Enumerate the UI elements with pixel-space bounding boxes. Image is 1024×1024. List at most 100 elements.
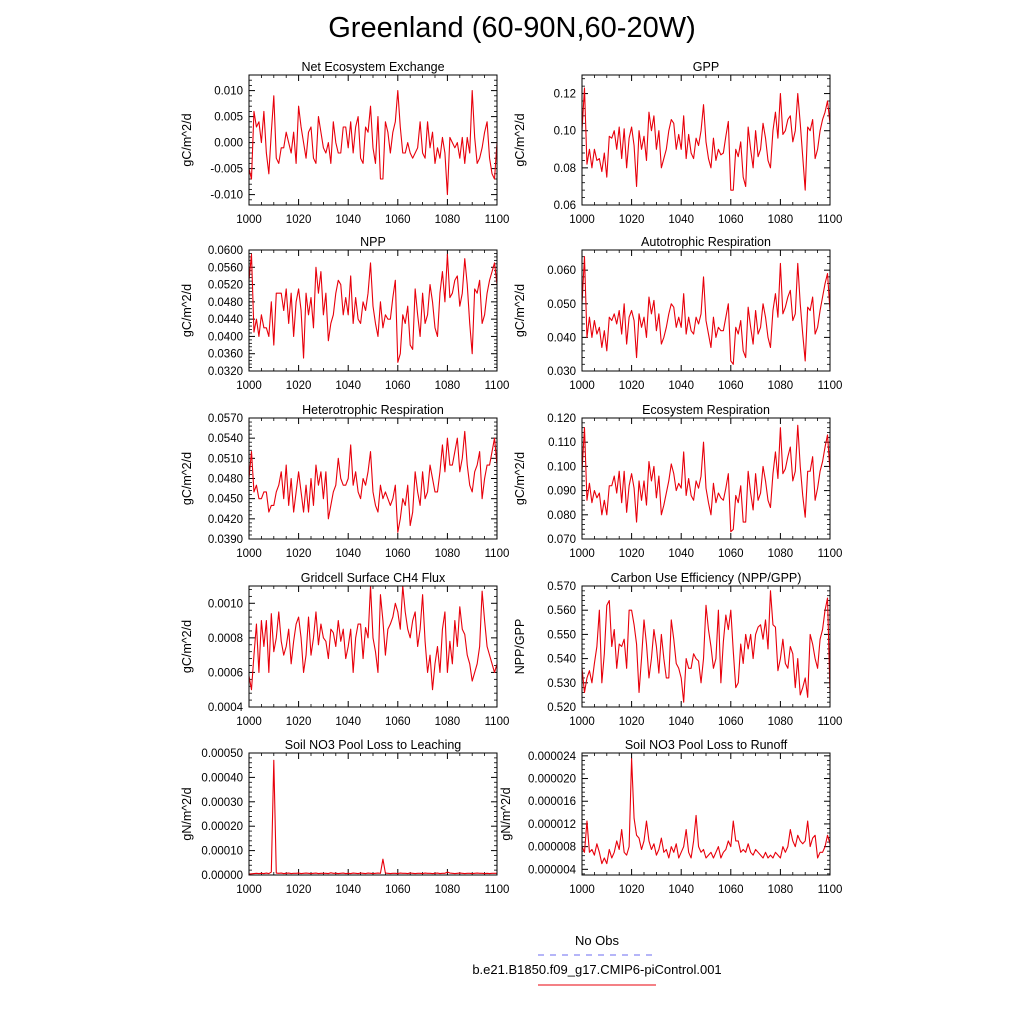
x-tick-label: 1040 bbox=[335, 884, 361, 896]
y-tick-label: 0.0008 bbox=[208, 633, 243, 645]
x-tick-label: 1000 bbox=[236, 884, 262, 896]
x-tick-label: 1040 bbox=[668, 214, 694, 226]
y-tick-label: 0.000 bbox=[214, 138, 243, 150]
y-tick-label: 0.540 bbox=[547, 654, 576, 666]
x-tick-label: 1080 bbox=[435, 214, 461, 226]
plot-frame bbox=[581, 417, 831, 540]
y-tick-label: 0.0520 bbox=[208, 280, 243, 292]
series-line bbox=[248, 430, 498, 533]
x-tick-label: 1100 bbox=[485, 380, 510, 392]
y-tick-label: 0.08 bbox=[554, 163, 576, 175]
y-axis-label: gC/m^2/d bbox=[180, 284, 194, 337]
x-tick-label: 1000 bbox=[569, 548, 595, 560]
y-tick-label: 0.0480 bbox=[208, 474, 243, 486]
panel-title: Gridcell Surface CH4 Flux bbox=[301, 571, 446, 585]
y-tick-label: 0.000012 bbox=[528, 819, 576, 831]
x-tick-label: 1060 bbox=[718, 884, 744, 896]
chart-panel-5: 1000 1020 1040 1060 1080 1100 0.0390 0.0420 0.04… bbox=[180, 403, 509, 560]
y-axis-label: gC/m^2/d bbox=[513, 113, 527, 166]
y-tick-label: 0.00040 bbox=[201, 772, 243, 784]
x-tick-label: 1100 bbox=[485, 548, 510, 560]
y-axis-label: gC/m^2/d bbox=[513, 284, 527, 337]
x-tick-label: 1100 bbox=[485, 716, 510, 728]
y-tick-label: 0.0320 bbox=[208, 366, 243, 378]
y-tick-label: 0.560 bbox=[547, 605, 576, 617]
x-tick-label: 1040 bbox=[668, 884, 694, 896]
y-tick-label: 0.00010 bbox=[201, 846, 243, 858]
plot-frame bbox=[581, 752, 831, 876]
y-tick-label: -0.010 bbox=[210, 190, 243, 202]
x-tick-label: 1080 bbox=[435, 716, 461, 728]
x-tick-label: 1020 bbox=[286, 548, 312, 560]
y-tick-label: 0.00030 bbox=[201, 797, 243, 809]
y-tick-label: 0.0600 bbox=[208, 245, 243, 257]
x-tick-label: 1040 bbox=[335, 380, 361, 392]
y-axis-label: gC/m^2/d bbox=[513, 452, 527, 505]
x-tick-label: 1020 bbox=[619, 214, 645, 226]
x-tick-label: 1060 bbox=[385, 884, 411, 896]
y-tick-label: 0.000016 bbox=[528, 796, 576, 808]
y-tick-label: 0.0450 bbox=[208, 494, 243, 506]
y-tick-label: 0.570 bbox=[547, 581, 576, 593]
y-tick-label: 0.060 bbox=[547, 265, 576, 277]
chart-panel-1: 1000 1020 1040 1060 1080 1100 -0.010 -0.005 0.00… bbox=[180, 60, 509, 226]
y-tick-label: 0.06 bbox=[554, 200, 576, 212]
y-tick-label: 0.0570 bbox=[208, 413, 243, 425]
y-tick-label: 0.0440 bbox=[208, 314, 243, 326]
y-tick-label: 0.10 bbox=[554, 126, 576, 138]
y-tick-label: 0.070 bbox=[547, 534, 576, 546]
x-tick-label: 1080 bbox=[435, 380, 461, 392]
x-tick-label: 1000 bbox=[236, 214, 262, 226]
chart-panel-7: 1000 1020 1040 1060 1080 1100 0.0004 0.0006 0.00… bbox=[180, 571, 509, 728]
y-tick-label: 0.0540 bbox=[208, 433, 243, 445]
series-line bbox=[581, 758, 831, 865]
x-tick-label: 1020 bbox=[619, 548, 645, 560]
x-tick-label: 1000 bbox=[569, 214, 595, 226]
x-tick-label: 1060 bbox=[718, 214, 744, 226]
y-tick-label: 0.0004 bbox=[208, 702, 244, 714]
y-tick-label: 0.0420 bbox=[208, 514, 243, 526]
x-tick-label: 1020 bbox=[286, 214, 312, 226]
y-tick-label: 0.110 bbox=[548, 437, 576, 449]
y-tick-label: 0.000020 bbox=[528, 774, 576, 786]
y-axis-label: NPP/GPP bbox=[513, 619, 527, 675]
chart-panel-10: 1000 1020 1040 1060 1080 1100 0.000004 0.000008… bbox=[499, 738, 842, 896]
plot-frame bbox=[248, 417, 498, 540]
panel-title: GPP bbox=[693, 60, 719, 74]
y-axis-label: gC/m^2/d bbox=[180, 113, 194, 166]
x-tick-label: 1080 bbox=[768, 214, 794, 226]
y-tick-label: 0.000004 bbox=[528, 864, 577, 876]
chart-panel-2: 1000 1020 1040 1060 1080 1100 0.06 0.08 0.10 0.12… bbox=[513, 60, 842, 226]
series-line bbox=[248, 90, 498, 196]
x-tick-label: 1000 bbox=[236, 716, 262, 728]
x-tick-label: 1060 bbox=[718, 380, 744, 392]
y-tick-label: 0.550 bbox=[547, 629, 576, 641]
x-tick-label: 1000 bbox=[236, 548, 262, 560]
x-tick-label: 1100 bbox=[818, 548, 843, 560]
x-tick-label: 1000 bbox=[569, 380, 595, 392]
y-tick-label: 0.090 bbox=[547, 486, 576, 498]
x-tick-label: 1100 bbox=[818, 380, 843, 392]
x-tick-label: 1100 bbox=[818, 884, 843, 896]
y-tick-label: 0.005 bbox=[214, 112, 243, 124]
x-tick-label: 1020 bbox=[619, 380, 645, 392]
panel-title: Autotrophic Respiration bbox=[641, 235, 771, 249]
plot-frame bbox=[581, 585, 831, 708]
x-tick-label: 1040 bbox=[335, 548, 361, 560]
y-tick-label: 0.030 bbox=[547, 366, 576, 378]
x-tick-label: 1020 bbox=[286, 716, 312, 728]
y-tick-label: 0.000024 bbox=[528, 751, 577, 763]
panel-title: Carbon Use Efficiency (NPP/GPP) bbox=[611, 571, 802, 585]
series-line bbox=[581, 590, 831, 703]
y-tick-label: -0.005 bbox=[210, 164, 243, 176]
x-tick-label: 1060 bbox=[385, 380, 411, 392]
x-tick-label: 1100 bbox=[485, 214, 510, 226]
x-tick-label: 1000 bbox=[569, 716, 595, 728]
x-tick-label: 1020 bbox=[619, 716, 645, 728]
y-tick-label: 0.050 bbox=[547, 299, 576, 311]
panel-title: Soil NO3 Pool Loss to Runoff bbox=[625, 738, 788, 752]
y-tick-label: 0.0480 bbox=[208, 297, 243, 309]
x-tick-label: 1060 bbox=[718, 716, 744, 728]
